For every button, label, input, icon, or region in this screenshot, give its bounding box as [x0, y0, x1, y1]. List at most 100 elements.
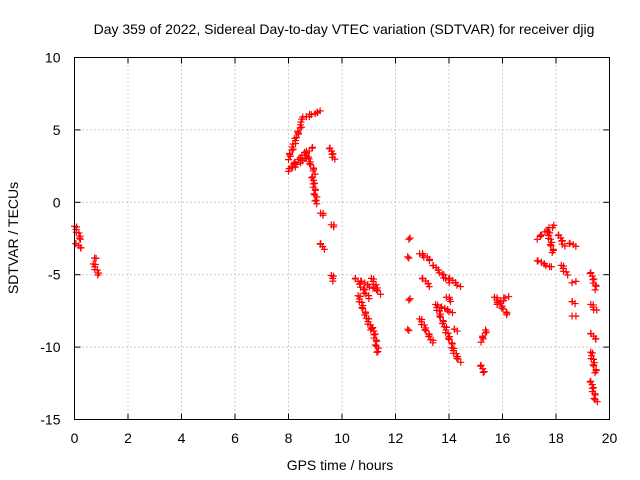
data-point: [457, 358, 465, 366]
point-cluster: [568, 277, 580, 287]
point-cluster: [565, 239, 580, 250]
point-cluster: [477, 326, 491, 346]
data-point: [330, 223, 338, 231]
tick-labels: 0 2 4 6 8 10 12 14 16 18 20 -15 -10 -5 0 5 10: [40, 50, 617, 447]
data-point: [436, 312, 444, 320]
data-point: [76, 235, 84, 243]
point-cluster: [442, 293, 455, 305]
data-point: [365, 283, 373, 291]
point-cluster: [285, 118, 305, 164]
data-point: [449, 309, 457, 317]
data-point: [546, 241, 554, 249]
data-point: [547, 242, 555, 250]
data-point: [562, 268, 570, 276]
x-tick-label: 10: [334, 430, 350, 446]
x-tick-label: 2: [124, 430, 132, 446]
data-point: [365, 295, 373, 303]
point-cluster: [71, 222, 84, 243]
x-axis-label: GPS time / hours: [287, 457, 394, 473]
point-cluster: [533, 257, 555, 271]
data-point: [329, 277, 337, 285]
point-cluster: [308, 173, 321, 208]
data-point: [429, 339, 437, 347]
data-point: [288, 143, 296, 151]
point-cluster: [72, 240, 85, 252]
point-cluster: [351, 274, 373, 303]
data-point: [593, 306, 601, 314]
x-tick-label: 20: [602, 430, 618, 446]
point-cluster: [437, 303, 457, 317]
point-cluster: [554, 231, 569, 250]
data-point: [291, 134, 299, 142]
data-point: [505, 293, 513, 301]
point-cluster: [586, 269, 600, 294]
data-point: [406, 295, 414, 303]
point-cluster: [89, 260, 103, 279]
axis-ticks: [74, 57, 610, 420]
point-cluster: [325, 144, 339, 163]
point-cluster: [568, 312, 580, 320]
data-point: [480, 368, 488, 376]
data-point: [311, 186, 319, 194]
data-point: [310, 165, 318, 173]
data-point: [435, 269, 443, 277]
point-cluster: [544, 228, 557, 257]
y-tick-label: -15: [40, 412, 60, 428]
y-tick-label: 0: [53, 194, 61, 210]
data-point: [498, 304, 506, 312]
point-cluster: [587, 329, 600, 343]
point-cluster: [327, 272, 337, 285]
data-point: [376, 290, 384, 298]
data-point: [404, 253, 412, 261]
data-point: [356, 283, 364, 291]
data-point: [421, 326, 429, 334]
point-cluster: [477, 361, 488, 376]
x-tick-label: 6: [231, 430, 239, 446]
data-point: [94, 271, 102, 279]
data-point: [405, 327, 413, 335]
point-cluster: [91, 254, 100, 262]
data-point: [406, 234, 414, 242]
data-point: [373, 286, 381, 294]
x-tick-label: 4: [178, 430, 186, 446]
data-point: [566, 239, 574, 247]
data-point: [95, 269, 103, 277]
data-point: [357, 277, 365, 285]
data-point: [499, 305, 507, 313]
point-cluster: [493, 293, 513, 308]
data-point: [589, 361, 597, 369]
point-cluster: [298, 107, 324, 123]
y-tick-label: -5: [48, 267, 61, 283]
data-point: [550, 221, 558, 229]
data-point: [77, 244, 85, 252]
data-point: [320, 245, 328, 253]
data-point: [568, 279, 576, 287]
data-point: [425, 283, 433, 291]
data-point: [316, 107, 324, 115]
data-point: [592, 335, 600, 343]
point-cluster: [405, 234, 414, 243]
y-tick-label: 10: [45, 50, 61, 66]
data-point: [590, 275, 598, 283]
data-point: [591, 369, 599, 377]
point-cluster: [367, 274, 384, 298]
x-tick-label: 16: [495, 430, 511, 446]
data-point: [374, 348, 382, 356]
data-point: [92, 254, 100, 262]
data-point: [544, 228, 552, 236]
point-cluster: [587, 300, 601, 314]
point-cluster: [404, 325, 413, 335]
data-point: [371, 330, 379, 338]
point-cluster: [316, 240, 328, 253]
data-point: [503, 311, 511, 319]
data-point: [561, 242, 569, 250]
data-point: [358, 304, 366, 312]
point-cluster: [448, 344, 465, 366]
data-point: [564, 271, 572, 279]
point-cluster: [327, 221, 338, 231]
data-point: [309, 173, 317, 181]
data-point: [572, 242, 580, 250]
x-tick-label: 12: [388, 430, 404, 446]
x-tick-label: 8: [285, 430, 293, 446]
